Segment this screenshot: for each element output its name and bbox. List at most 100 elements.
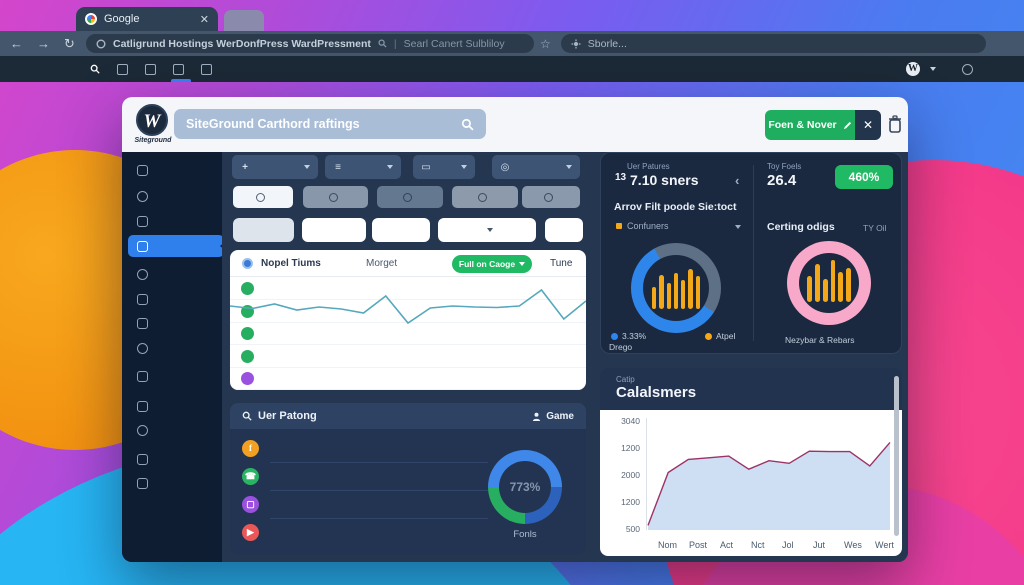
tab-close-icon[interactable]: ✕ [199, 13, 209, 26]
nav-item-siteground[interactable] [84, 56, 111, 82]
sidebar-item-dasignoss[interactable] [128, 337, 220, 359]
donut-bar [846, 268, 851, 302]
patong-item[interactable]: ▶ [230, 519, 500, 547]
sidebar-item-sublies[interactable] [128, 312, 220, 334]
sidebar-item-slacts[interactable] [128, 210, 220, 232]
chevron-down-icon [304, 165, 310, 169]
help-icon[interactable] [956, 63, 984, 75]
x-tick-label: Jut [813, 540, 826, 550]
chevron-down-icon [735, 225, 741, 229]
nav-item-icon [173, 63, 184, 75]
filter-serives[interactable]: ▭ [413, 155, 475, 179]
table-row[interactable] [230, 300, 586, 323]
nav-item-icon [201, 63, 212, 75]
filter-tanigs[interactable]: ≡ [325, 155, 401, 179]
chart-plot-area: 3040 1200 2000 1200 500 Nom Post Act Nct Jol Jut W… [600, 410, 902, 556]
browser-tab[interactable]: Google ✕ [76, 7, 218, 31]
x-tick-label: Jol [782, 540, 794, 550]
nav-item-pagpess[interactable] [111, 56, 139, 82]
forward-icon[interactable]: → [37, 35, 50, 51]
bookmark-star-icon[interactable]: ☆ [540, 36, 551, 51]
wordpress-logo: W [136, 104, 168, 136]
nav-item-hrting[interactable] [195, 56, 223, 82]
chevron-left-icon[interactable]: ‹ [735, 173, 740, 188]
sidebar-item-pubalgs[interactable] [128, 185, 220, 207]
nav-item-wihots[interactable] [139, 56, 167, 82]
patong-item[interactable]: f [230, 435, 500, 463]
sidebar-item-hesings[interactable] [128, 288, 220, 310]
divider [270, 518, 488, 519]
repanets-dropdown[interactable] [438, 218, 536, 242]
table-row[interactable] [230, 367, 586, 390]
sidebar-item-softes[interactable] [128, 419, 220, 441]
sidebar-item-formirs[interactable] [128, 472, 220, 494]
primary-action-button[interactable]: Foen & Nover [765, 110, 855, 140]
trash-icon[interactable] [888, 114, 902, 134]
segment-aud hers[interactable] [522, 186, 580, 208]
filter-sunters[interactable]: + [232, 155, 318, 179]
scrollbar-thumb[interactable] [894, 376, 899, 536]
stat-right-side: TY Oil [863, 223, 887, 233]
segment-culcsedes[interactable] [377, 186, 443, 208]
table-row[interactable] [230, 322, 586, 346]
filter-icon: + [242, 161, 248, 173]
confuners-dropdown[interactable]: Confuners [616, 221, 669, 231]
donut-bar [688, 269, 693, 309]
tool-tioll-doents[interactable] [233, 218, 294, 242]
col-last: Tune [550, 257, 573, 269]
chevron-down-icon [519, 262, 526, 266]
sidebar-item-sens[interactable] [128, 395, 220, 417]
chevron-down-icon [930, 67, 936, 71]
table-row[interactable] [230, 277, 586, 300]
x-tick-label: Wes [844, 540, 862, 550]
sidebar-item-poeturs[interactable] [128, 448, 220, 470]
new-tab-stub[interactable] [224, 10, 264, 31]
dashboard-window: W Siteground SiteGround Carthord rafting… [122, 97, 908, 562]
sidebar-item-settngs[interactable] [128, 159, 220, 181]
patong-item[interactable]: ▢ [230, 491, 500, 519]
sidebar-item-wediale[interactable] [128, 235, 226, 257]
segment-cartfoord[interactable] [452, 186, 518, 208]
segment-genhges[interactable] [233, 186, 293, 208]
table-filter-pill[interactable]: Full on Caoge [452, 255, 532, 273]
legend-atpel-label: Atpel [716, 331, 736, 341]
patong-item[interactable]: ☎ [230, 463, 500, 491]
search-icon [90, 64, 100, 74]
x-tick-label: Wert [875, 540, 894, 550]
game-button[interactable]: Game [532, 411, 574, 422]
count-field[interactable] [545, 218, 583, 242]
window-header: W Siteground SiteGround Carthord rafting… [122, 97, 908, 152]
refresh-icon[interactable]: ↻ [64, 35, 75, 51]
search-icon[interactable] [378, 39, 387, 48]
segment-icon [403, 192, 412, 202]
donut-bar [807, 276, 812, 302]
segment-icon [256, 192, 265, 202]
sidebar-item-seving[interactable] [128, 365, 220, 387]
secondary-field[interactable]: Sborle... [560, 34, 986, 53]
report-table-card: Nopel Tiums Morget Full on Caoge Tune [230, 250, 586, 390]
tab-title: Google [104, 13, 140, 25]
back-icon[interactable]: ← [10, 35, 23, 51]
segment-froldryer[interactable] [303, 186, 368, 208]
tool-our-refoes[interactable] [372, 218, 430, 242]
divider [270, 490, 488, 491]
stat-left-label: Uer Patures [627, 162, 670, 171]
stat-left-prefix: 13 [615, 172, 627, 183]
sidebar-item-icon [137, 240, 148, 252]
y-tick-label: 2000 [621, 470, 640, 480]
sidebar-item-tues[interactable] [128, 263, 220, 285]
wordpress-logo[interactable]: W [900, 62, 942, 76]
sidebar-item-icon [137, 342, 148, 354]
secondary-field-text: Sborle... [587, 37, 627, 50]
nav-item-coctome[interactable] [167, 56, 195, 82]
filter-lejot[interactable]: ◎ [492, 155, 580, 179]
tool-enaget-foort[interactable] [302, 218, 366, 242]
address-bar[interactable]: Catligrund Hostings WerDonfPress WardPre… [86, 34, 534, 53]
donut-bar [659, 275, 664, 309]
dashboard-search-input[interactable]: SiteGround Carthord raftings [174, 109, 486, 139]
table-row[interactable] [230, 345, 586, 368]
chevron-down-icon [566, 165, 572, 169]
donut-bar [652, 287, 657, 309]
close-panel-button[interactable]: ✕ [855, 110, 881, 140]
sidebar [122, 152, 226, 562]
